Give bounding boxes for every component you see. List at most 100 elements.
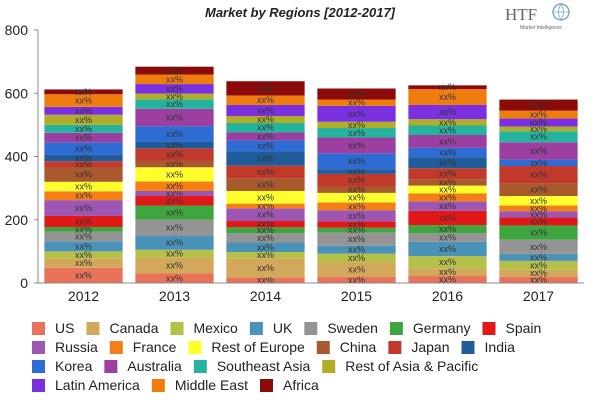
bar-segment-label: xx% <box>166 99 183 109</box>
x-tick-label: 2012 <box>68 288 99 304</box>
bar-segment-label: xx% <box>257 141 274 151</box>
bar-segment-label: xx% <box>166 249 183 259</box>
bar-segment-label: xx% <box>439 158 456 168</box>
bar-segment <box>408 134 487 148</box>
bar-segment <box>135 219 214 236</box>
bar-segment-label: xx% <box>257 250 274 260</box>
bar-segment <box>226 165 305 179</box>
legend-swatch <box>32 322 45 335</box>
bar-segment <box>317 186 396 193</box>
bar-segment-label: xx% <box>439 213 456 223</box>
legend-label: Germany <box>413 320 471 336</box>
bar-segment-label: xx% <box>257 263 274 273</box>
bar-segment <box>499 269 578 277</box>
bar-segment <box>135 235 214 250</box>
bar-segment-label: xx% <box>257 131 274 141</box>
bar-segment <box>317 210 396 222</box>
legend-swatch <box>109 341 123 354</box>
bar-segment <box>499 183 578 197</box>
legend-item: Rest of Europe <box>188 339 305 355</box>
bar-segment <box>408 125 487 135</box>
bar-segment-label: xx% <box>166 129 183 139</box>
bar-segment-label: xx% <box>348 225 365 235</box>
bar-segment <box>317 245 396 254</box>
bar-segment <box>408 119 487 126</box>
bar-segment <box>317 232 396 246</box>
bar-segment <box>226 242 305 253</box>
bar-segment-label: xx% <box>166 223 183 233</box>
bar-segment-label: xx% <box>439 185 456 195</box>
legend-item: Southeast Asia <box>193 358 311 374</box>
bar-segment-label: xx% <box>530 118 547 128</box>
legend-label: Australia <box>127 358 182 374</box>
bar-segment-label: xx% <box>166 140 183 150</box>
bar-segment <box>408 225 487 234</box>
bar-segment-label: xx% <box>530 252 547 262</box>
bar-segment-label: xx% <box>75 159 92 169</box>
y-axis: 0 200 400 600 800 <box>5 22 39 291</box>
bar-segment <box>44 154 123 162</box>
bar-segment <box>226 277 305 283</box>
bar-segment <box>44 251 123 259</box>
bar-segment <box>135 160 214 168</box>
legend-label: UK <box>273 320 293 336</box>
bar-segment <box>499 196 578 206</box>
bar-segment-label: xx% <box>530 185 547 195</box>
legend-swatch <box>151 379 165 392</box>
bar-segment-label: xx% <box>166 169 183 179</box>
bar-segment <box>408 157 487 169</box>
bar-segment-label: xx% <box>530 146 547 156</box>
bar-segment-label: xx% <box>257 114 274 124</box>
legend-item: Korea <box>32 358 93 374</box>
legend-item: Latin America <box>32 377 140 393</box>
bar-segment <box>317 202 396 211</box>
bar-segment <box>226 151 305 166</box>
legend-item: Rest of Asia & Pacific <box>322 358 478 374</box>
bar-segment <box>44 215 123 228</box>
bar-segment-label: xx% <box>348 128 365 138</box>
bar-segment-label: xx% <box>257 219 274 229</box>
bar-segment-label: xx% <box>75 124 92 134</box>
bar-segment <box>226 221 305 228</box>
bar-segment-label: xx% <box>530 242 547 252</box>
bar-segment-label: xx% <box>530 158 547 168</box>
bar-segment <box>317 262 396 277</box>
bar-segment <box>226 208 305 222</box>
legend-item: France <box>109 339 177 355</box>
bar-segment-label: xx% <box>166 208 183 218</box>
legend-item: India <box>461 339 515 355</box>
bar-segment-label: xx% <box>439 232 456 242</box>
bar-segment-label: xx% <box>439 136 456 146</box>
bar-segment-label: xx% <box>530 260 547 270</box>
bar-segment-label: xx% <box>530 203 547 213</box>
legend-item: China <box>316 339 377 355</box>
bar-segment <box>135 257 214 274</box>
legend: US Canada Mexico UK Sweden Germany Spain Russia… <box>32 320 541 393</box>
bar-segment <box>226 116 305 123</box>
bar-segment-label: xx% <box>348 234 365 244</box>
bar-stack-2016: xx%xx%xx%xx%xx%xx%xx%xx%xx%xx%xx%xx%xx%x… <box>408 82 487 285</box>
bar-segment <box>135 249 214 258</box>
bar-segment-label: xx% <box>530 268 547 278</box>
bar-segment <box>317 227 396 233</box>
bar-segment-label: xx% <box>257 210 274 220</box>
legend-label: Southeast Asia <box>217 358 311 374</box>
bar-segment <box>499 260 578 270</box>
bar-segment <box>226 190 305 204</box>
x-tick-label: 2014 <box>250 288 281 304</box>
bar-segment-label: xx% <box>166 189 183 199</box>
plot-area: xx%xx%xx%xx%xx%xx%xx%xx%xx%xx%xx%xx%xx%x… <box>44 66 578 285</box>
legend-swatch <box>188 341 202 354</box>
bar-segment-label: xx% <box>348 265 365 275</box>
bar-segment <box>226 203 305 209</box>
bar-segment <box>499 276 578 283</box>
legend-swatch <box>304 322 318 335</box>
logo-subtitle: Market Intelligence <box>520 25 562 31</box>
bar-segment-label: xx% <box>75 191 92 201</box>
bar-segment-label: xx% <box>439 192 456 202</box>
bar-segment-label: xx% <box>530 132 547 142</box>
bar-segment-label: xx% <box>530 170 547 180</box>
bar-segment-label: xx% <box>166 273 183 283</box>
legend-swatch <box>482 322 496 335</box>
y-tick-label: 0 <box>20 275 28 291</box>
